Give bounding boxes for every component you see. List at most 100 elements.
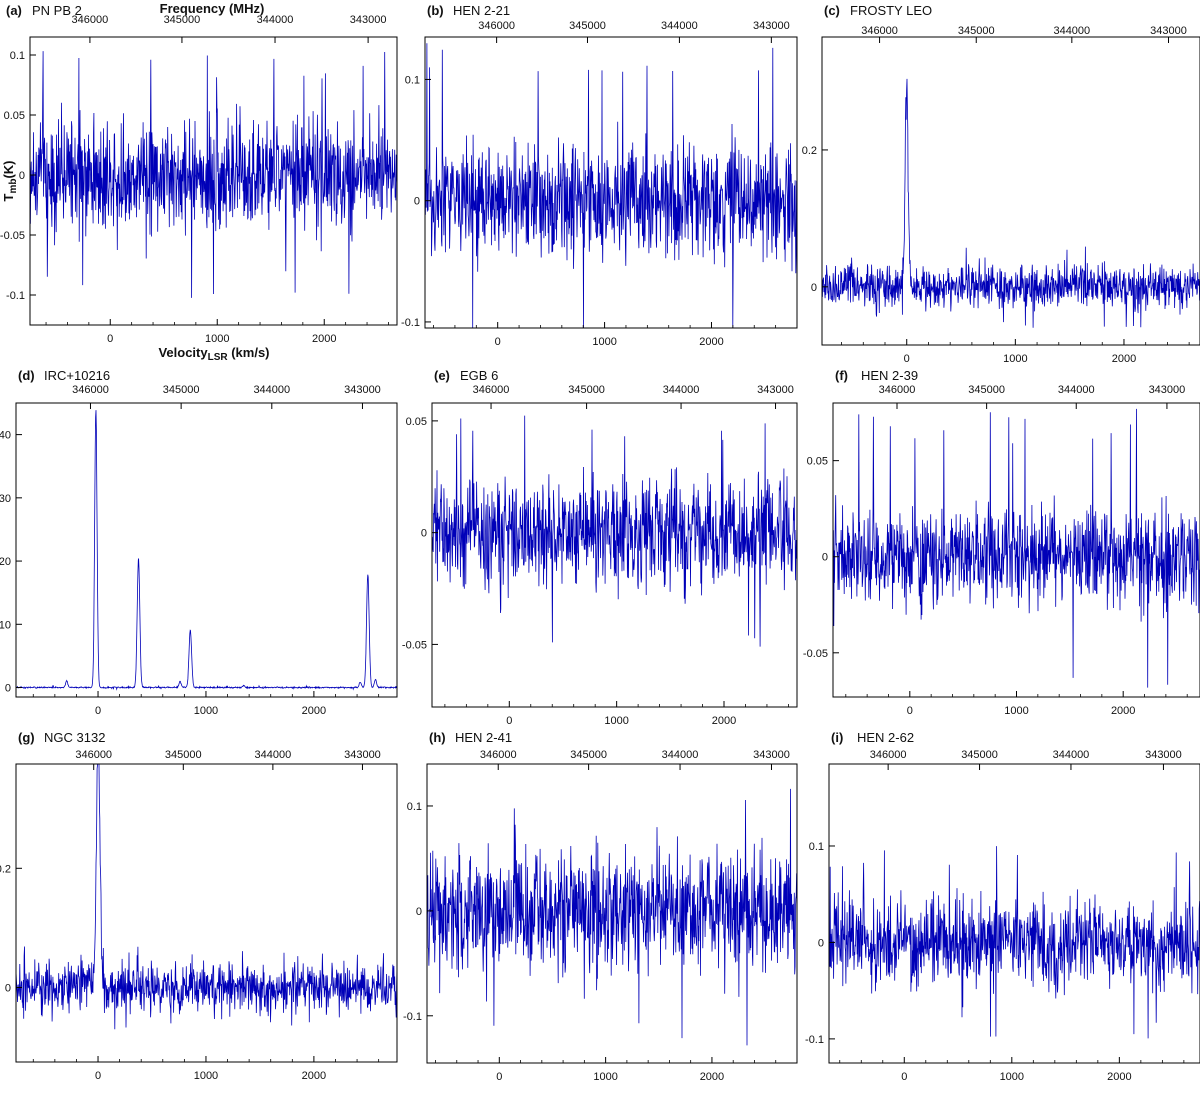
panel-letter: (e) — [434, 368, 450, 383]
freq-tick-label: 343000 — [344, 384, 381, 396]
y-tick-label: 0.2 — [802, 145, 817, 157]
x-tick-label: 1000 — [1003, 353, 1027, 365]
x-tick-label: 0 — [904, 353, 910, 365]
x-tick-label: 2000 — [1112, 353, 1136, 365]
y-tick-label: 0 — [414, 196, 420, 208]
spectrum-panel-b: 0 1000 2000 0.1 0 -0.1 346000 345000 344000 34300… — [401, 3, 798, 348]
x-tick-label: 1000 — [194, 1070, 218, 1082]
freq-tick-label: 345000 — [164, 14, 201, 26]
freq-tick-label: 344000 — [253, 384, 290, 396]
panel-letter: (h) — [429, 730, 446, 745]
spectrum-panel-g: 0 1000 2000 0.2 0 346000 345000 344000 343000 (g)… — [0, 730, 398, 1082]
x-tick-label: 1000 — [592, 336, 616, 348]
spectrum-line — [424, 43, 798, 329]
panel-object-name: HEN 2-62 — [857, 730, 914, 745]
spectrum-panel-d: 0 1000 2000 40 30 20 10 0 346000 345000 344000 3430… — [0, 368, 398, 717]
spectrum-line — [821, 78, 1200, 328]
freq-tick-label: 345000 — [968, 384, 1005, 396]
y-tick-label: 0.1 — [809, 841, 824, 853]
freq-tick-label: 344000 — [1053, 25, 1090, 37]
freq-tick-label: 344000 — [662, 749, 699, 761]
freq-tick-label: 344000 — [1053, 749, 1090, 761]
freq-tick-label: 346000 — [480, 749, 517, 761]
freq-tick-label: 345000 — [165, 749, 202, 761]
spectrum-line — [431, 415, 798, 647]
y-tick-label: 0.05 — [4, 110, 25, 122]
freq-tick-label: 343000 — [753, 749, 790, 761]
spectrum-panel-h: 0 1000 2000 0.1 0 -0.1 346000 345000 344000 34300… — [403, 730, 798, 1083]
velocity-axis-title: VelocityLSR (km/s) — [158, 345, 269, 363]
y-tick-label: 10 — [0, 619, 11, 631]
x-tick-label: 2000 — [302, 705, 326, 717]
freq-tick-label: 344000 — [661, 20, 698, 32]
freq-tick-label: 345000 — [961, 749, 998, 761]
y-tick-label: 0 — [811, 282, 817, 294]
x-tick-label: 0 — [496, 1071, 502, 1083]
plot-frame — [828, 763, 1200, 1064]
y-tick-label: -0.1 — [401, 317, 420, 329]
y-tick-label: -0.1 — [403, 1011, 422, 1023]
plot-frame — [431, 402, 798, 708]
y-tick-label: 0.1 — [405, 74, 420, 86]
x-tick-label: 1000 — [593, 1071, 617, 1083]
y-tick-label: -0.05 — [402, 639, 427, 651]
freq-tick-label: 343000 — [757, 384, 794, 396]
x-tick-label: 0 — [506, 715, 512, 727]
freq-tick-label: 344000 — [663, 384, 700, 396]
plot-frame — [426, 763, 798, 1064]
spectrum-line — [828, 846, 1200, 1039]
spectrum-line — [15, 410, 398, 691]
spectrum-panel-a: 0 1000 2000 0.1 0.05 0 -0.05 -0.1 346000 345000 34… — [0, 1, 398, 363]
freq-tick-label: 343000 — [344, 749, 381, 761]
freq-tick-label: 346000 — [870, 749, 907, 761]
panel-object-name: HEN 2-21 — [453, 3, 510, 18]
y-tick-label: 0 — [818, 937, 824, 949]
x-tick-label: 2000 — [1111, 705, 1135, 717]
freq-tick-label: 345000 — [570, 749, 607, 761]
frequency-axis-title: Frequency (MHz) — [160, 1, 265, 16]
freq-tick-label: 344000 — [257, 14, 294, 26]
panel-object-name: EGB 6 — [460, 368, 498, 383]
panel-object-name: HEN 2-41 — [455, 730, 512, 745]
panel-object-name: FROSTY LEO — [850, 3, 932, 18]
y-tick-label: 40 — [0, 430, 11, 442]
x-tick-label: 0 — [95, 1070, 101, 1082]
freq-tick-label: 346000 — [861, 25, 898, 37]
panel-letter: (f) — [835, 368, 848, 383]
y-tick-label: 0 — [822, 552, 828, 564]
y-tick-label: 0 — [19, 170, 25, 182]
x-tick-label: 2000 — [312, 333, 336, 345]
spectrum-line — [426, 788, 798, 1046]
y-tick-label: -0.1 — [6, 290, 25, 302]
plot-frame — [15, 402, 398, 698]
y-tick-label: 0.05 — [807, 456, 828, 468]
x-tick-label: 0 — [907, 705, 913, 717]
plot-frame — [29, 36, 398, 326]
freq-tick-label: 346000 — [473, 384, 510, 396]
freq-tick-label: 343000 — [753, 20, 790, 32]
x-tick-label: 1000 — [205, 333, 229, 345]
plot-frame — [424, 36, 798, 329]
y-tick-label: 0 — [416, 906, 422, 918]
freq-tick-label: 343000 — [1150, 25, 1187, 37]
spectrum-panel-c: 0 1000 2000 0.2 0 346000 345000 344000 343000 (c)… — [802, 3, 1200, 365]
spectrum-line — [15, 763, 398, 1030]
freq-tick-label: 346000 — [75, 749, 112, 761]
x-tick-label: 1000 — [604, 715, 628, 727]
panel-letter: (d) — [18, 368, 35, 383]
y-tick-label: 0 — [421, 528, 427, 540]
freq-tick-label: 345000 — [163, 384, 200, 396]
panel-object-name: IRC+10216 — [44, 368, 110, 383]
x-tick-label: 2000 — [699, 336, 723, 348]
freq-tick-label: 343000 — [1145, 749, 1182, 761]
y-tick-label: -0.1 — [805, 1034, 824, 1046]
freq-tick-label: 344000 — [1058, 384, 1095, 396]
x-tick-label: 1000 — [194, 705, 218, 717]
freq-tick-label: 344000 — [255, 749, 292, 761]
spectrum-panel-f: 0 1000 2000 0.05 0 -0.05 346000 345000 344000 343… — [803, 368, 1200, 717]
panel-object-name: PN PB 2 — [32, 3, 82, 18]
tmb-axis-title: Tmb(K) — [1, 161, 19, 202]
x-tick-label: 0 — [95, 705, 101, 717]
